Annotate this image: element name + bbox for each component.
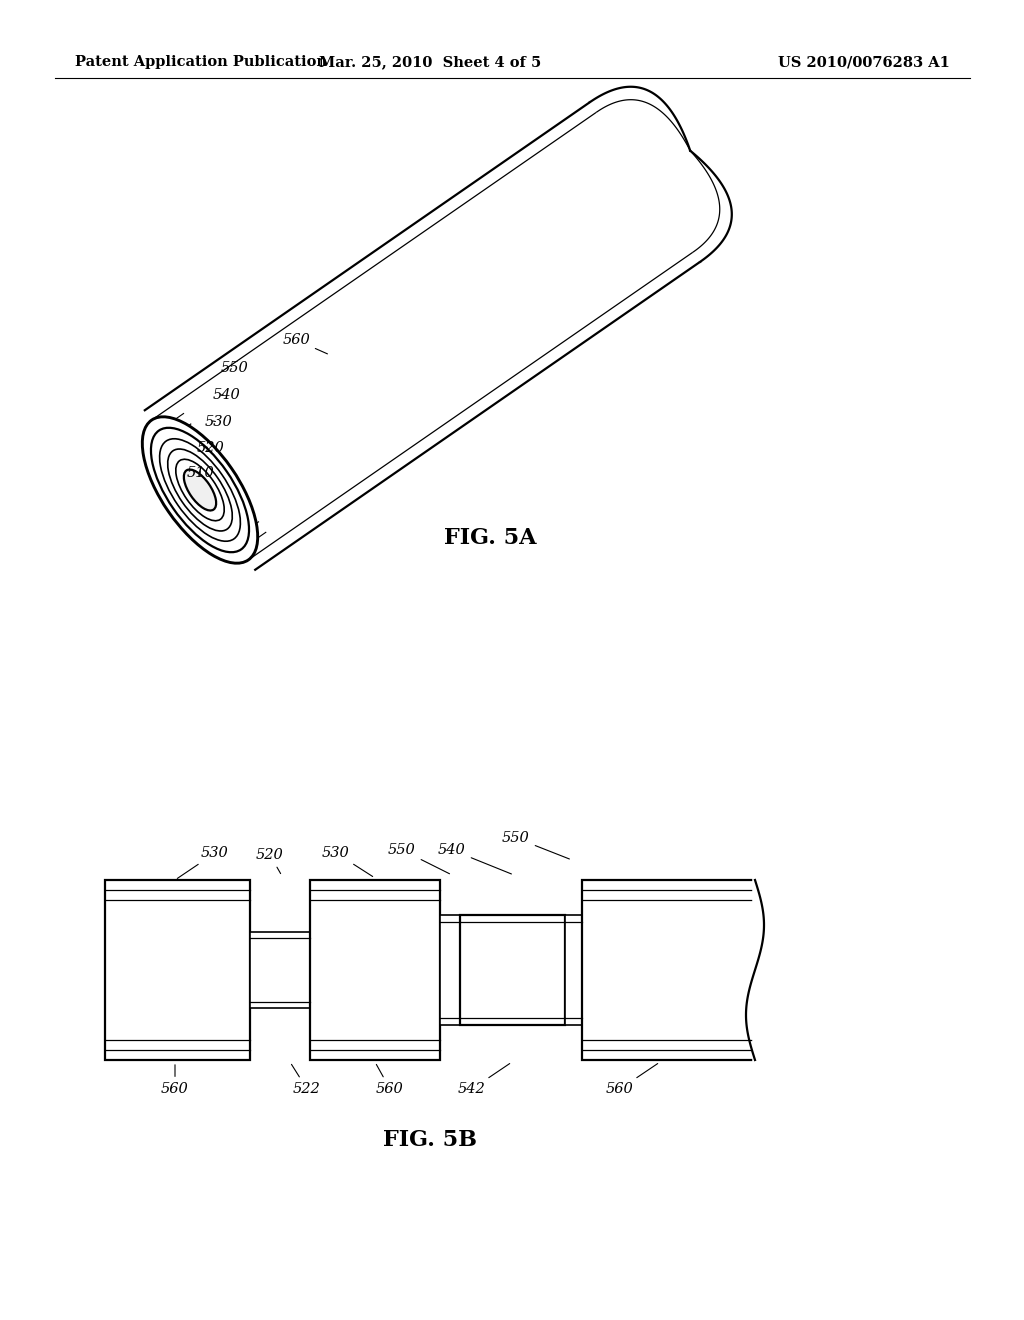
Text: Mar. 25, 2010  Sheet 4 of 5: Mar. 25, 2010 Sheet 4 of 5 bbox=[318, 55, 541, 69]
Polygon shape bbox=[590, 87, 732, 261]
Text: 520: 520 bbox=[256, 847, 284, 874]
Text: Patent Application Publication: Patent Application Publication bbox=[75, 55, 327, 69]
Text: US 2010/0076283 A1: US 2010/0076283 A1 bbox=[778, 55, 950, 69]
Bar bbox=[440, 915, 460, 1026]
Text: 540: 540 bbox=[212, 388, 240, 403]
Text: 550: 550 bbox=[220, 360, 248, 375]
Ellipse shape bbox=[168, 449, 232, 531]
Text: 530: 530 bbox=[204, 414, 232, 429]
Ellipse shape bbox=[160, 438, 241, 541]
Text: 522: 522 bbox=[292, 1064, 321, 1096]
Text: FIG. 5A: FIG. 5A bbox=[443, 527, 537, 549]
Text: 560: 560 bbox=[161, 1065, 188, 1096]
Text: 550: 550 bbox=[502, 832, 569, 859]
Text: 520: 520 bbox=[197, 441, 224, 455]
Bar bbox=[250, 932, 310, 1008]
Ellipse shape bbox=[151, 428, 249, 552]
Ellipse shape bbox=[176, 459, 224, 521]
Text: 530: 530 bbox=[177, 846, 229, 878]
Bar bbox=[565, 915, 582, 1026]
Bar bbox=[460, 915, 565, 1026]
Ellipse shape bbox=[184, 470, 216, 511]
Text: 530: 530 bbox=[323, 846, 373, 876]
Bar bbox=[582, 880, 755, 1060]
Text: FIG. 5B: FIG. 5B bbox=[383, 1129, 477, 1151]
Text: 542: 542 bbox=[458, 1064, 510, 1096]
Text: 560: 560 bbox=[283, 333, 328, 354]
Ellipse shape bbox=[142, 417, 258, 564]
Bar bbox=[310, 880, 440, 1060]
Text: 560: 560 bbox=[606, 1064, 657, 1096]
Text: 510: 510 bbox=[186, 466, 214, 480]
Text: 560: 560 bbox=[376, 1064, 403, 1096]
Text: 550: 550 bbox=[388, 843, 450, 874]
Bar bbox=[105, 880, 250, 1060]
Text: 540: 540 bbox=[438, 843, 511, 874]
